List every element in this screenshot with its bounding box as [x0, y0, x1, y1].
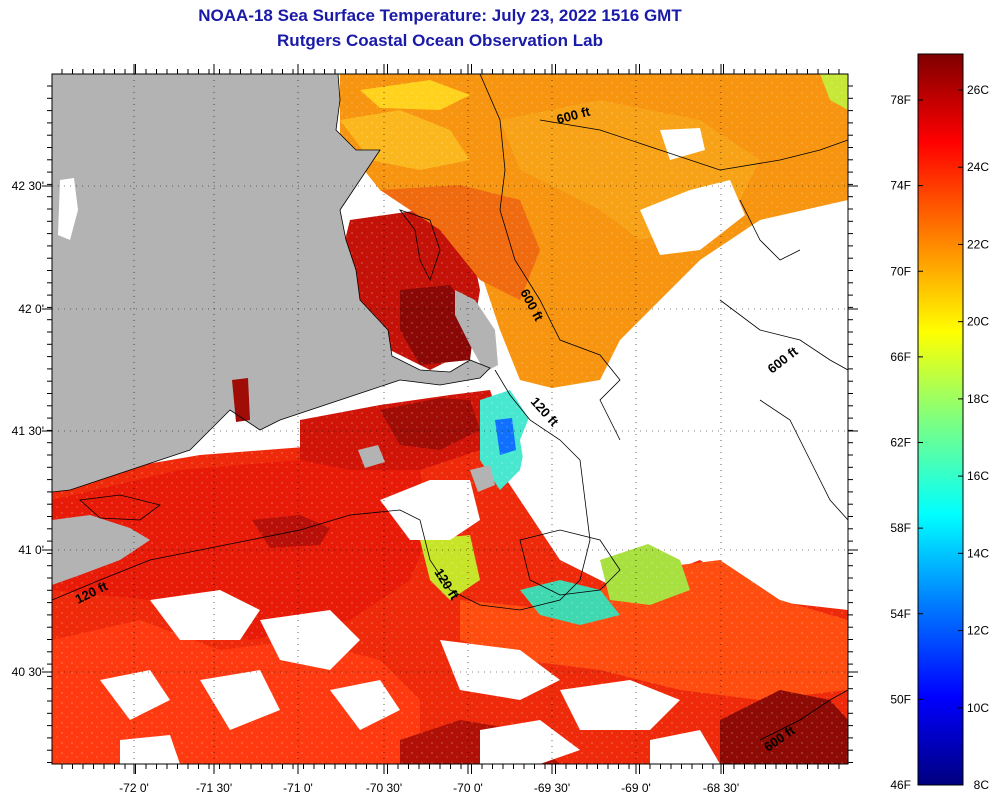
- longitude-label: -70 0': [453, 781, 483, 795]
- colorbar-f-label: 54F: [890, 607, 911, 621]
- colorbar-f-label: 58F: [890, 521, 911, 535]
- map-subtitle: Rutgers Coastal Ocean Observation Lab: [277, 31, 603, 50]
- land-mass: [52, 74, 490, 492]
- latitude-labels: 42 30' 42 0' 41 30' 41 0' 40 30': [12, 179, 44, 679]
- colorbar-c-label: 12C: [967, 624, 989, 638]
- colorbar-c-label: 16C: [967, 469, 989, 483]
- contour-600ft: [479, 74, 621, 441]
- colorbar-c-label: 14C: [967, 546, 989, 560]
- longitude-label: -69 0': [621, 781, 651, 795]
- colorbar-f-label: 70F: [890, 264, 911, 278]
- colorbar-fahrenheit-labels: 78F 74F 70F 66F 62F 58F 54F 50F 46F: [890, 93, 911, 792]
- longitude-labels: -72 0' -71 30' -71 0' -70 30' -70 0' -69 30' -…: [119, 781, 739, 795]
- latitude-label: 41 0': [18, 543, 44, 557]
- colorbar-f-label: 50F: [890, 692, 911, 706]
- longitude-label: -71 30': [196, 781, 232, 795]
- latitude-label: 42 0': [18, 302, 44, 316]
- colorbar-c-label: 26C: [967, 83, 989, 97]
- latitude-label: 40 30': [12, 665, 44, 679]
- colorbar-c-label: 20C: [967, 315, 989, 329]
- longitude-label: -69 30': [534, 781, 570, 795]
- sst-field: [52, 74, 848, 764]
- colorbar-c-label: 10C: [967, 701, 989, 715]
- longitude-label: -72 0': [119, 781, 149, 795]
- colorbar-celsius-labels: 26C 24C 22C 20C 18C 16C 14C 12C 10C 8C: [967, 83, 989, 792]
- map-title: NOAA-18 Sea Surface Temperature: July 23…: [198, 6, 682, 25]
- longitude-label: -68 30': [703, 781, 739, 795]
- colorbar-c-label: 24C: [967, 160, 989, 174]
- colorbar-c-label: 8C: [974, 778, 990, 792]
- colorbar-f-label: 66F: [890, 350, 911, 364]
- graticule: [52, 74, 848, 764]
- contour-120ft: [52, 369, 591, 611]
- colorbar: [917, 53, 964, 786]
- longitude-label: -70 30': [366, 781, 402, 795]
- colorbar-f-label: 78F: [890, 93, 911, 107]
- latitude-label: 42 30': [12, 179, 44, 193]
- latitude-label: 41 30': [12, 424, 44, 438]
- longitude-label: -71 0': [283, 781, 313, 795]
- colorbar-f-label: 74F: [890, 179, 911, 193]
- colorbar-f-label: 62F: [890, 436, 911, 450]
- colorbar-c-label: 22C: [967, 237, 989, 251]
- colorbar-c-label: 18C: [967, 392, 989, 406]
- colorbar-f-label: 46F: [890, 778, 911, 792]
